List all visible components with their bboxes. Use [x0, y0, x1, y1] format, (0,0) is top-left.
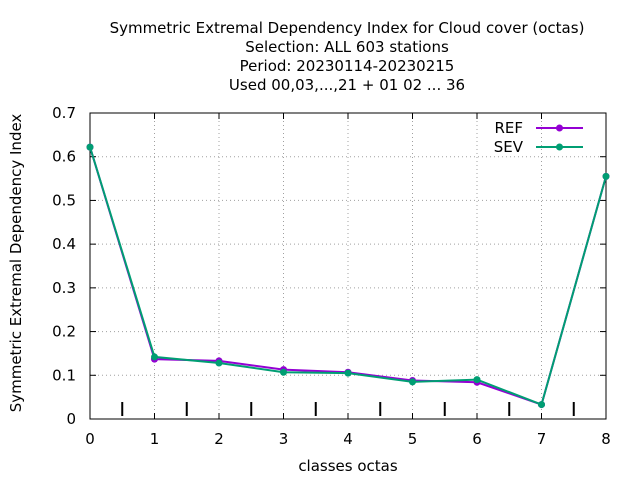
x-tick-label: 1	[150, 430, 160, 448]
legend-item: REF	[494, 119, 583, 137]
x-tick-label: 6	[472, 430, 482, 448]
y-tick-label: 0.5	[52, 191, 76, 209]
data-point	[215, 359, 223, 367]
title-line: Symmetric Extremal Dependency Index for …	[110, 19, 585, 37]
y-tick-label: 0.1	[52, 366, 76, 384]
data-point	[409, 378, 416, 386]
series-ref	[86, 143, 610, 409]
x-tick-label: 2	[214, 430, 224, 448]
data-point	[280, 368, 287, 376]
y-tick-label: 0	[66, 410, 76, 428]
grid	[90, 113, 606, 419]
legend-label: REF	[494, 119, 523, 137]
y-tick-label: 0.3	[52, 279, 76, 297]
y-tick-label: 0.4	[52, 235, 76, 253]
legend-marker	[556, 143, 563, 151]
title-line: Selection: ALL 603 stations	[245, 38, 449, 56]
chart-title: Symmetric Extremal Dependency Index for …	[110, 19, 585, 94]
series-sev	[86, 143, 610, 409]
data-point	[151, 353, 158, 361]
y-tick-label: 0.7	[52, 104, 76, 122]
legend-item: SEV	[494, 138, 583, 156]
title-line: Used 00,03,...,21 + 01 02 ... 36	[229, 76, 465, 94]
series-lines	[86, 143, 610, 409]
x-axis-label: classes octas	[298, 457, 398, 475]
x-tick-label: 3	[279, 430, 289, 448]
data-point	[344, 369, 352, 377]
data-point	[602, 172, 610, 180]
y-axis-label: Symmetric Extremal Dependency Index	[7, 114, 25, 413]
x-tick-label: 5	[408, 430, 418, 448]
y-tick-label: 0.6	[52, 148, 76, 166]
y-axis-ticks: 0 0.1 0.2 0.3 0.4 0.5 0.6 0.7	[52, 104, 606, 428]
data-point	[86, 143, 94, 151]
x-axis-ticks: 0 1 2 3 4 5 6 7 8	[85, 113, 611, 448]
title-line: Period: 20230114-20230215	[240, 57, 455, 75]
legend-marker	[556, 124, 563, 132]
x-tick-label: 0	[85, 430, 95, 448]
x-tick-label: 8	[601, 430, 611, 448]
minor-tick-marks	[121, 402, 575, 416]
data-point	[473, 376, 481, 384]
x-tick-label: 4	[343, 430, 353, 448]
legend-label: SEV	[494, 138, 524, 156]
x-tick-label: 7	[537, 430, 547, 448]
data-point	[538, 401, 545, 409]
y-tick-label: 0.2	[52, 323, 76, 341]
